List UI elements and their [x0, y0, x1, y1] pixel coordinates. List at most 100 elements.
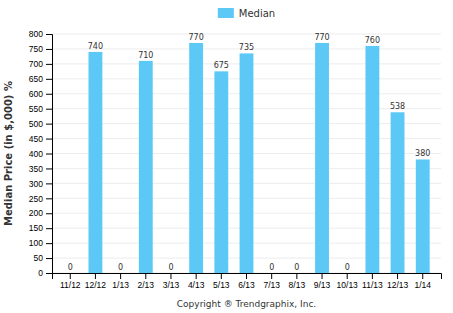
- y-tick-label: 700: [29, 59, 43, 69]
- y-tick: 800: [29, 29, 52, 39]
- data-label: 538: [390, 102, 405, 111]
- y-tick: 100: [29, 238, 52, 248]
- bar: [214, 71, 228, 273]
- y-tick-label: 400: [29, 149, 43, 159]
- x-tick-mark: [296, 273, 297, 279]
- x-tick: 9/13: [314, 273, 331, 290]
- data-label: 0: [269, 263, 274, 272]
- x-tick-label: 1/13: [112, 280, 129, 290]
- x-tick-mark: [246, 273, 247, 279]
- x-tick: 1/14: [414, 273, 431, 290]
- x-tick-label: 1/14: [414, 280, 431, 290]
- x-axis: 11/12 12/12 1/13 2/13 3/13 4/13 5/13 6/13 7/13 8/…: [53, 273, 442, 290]
- x-tick-label: 3/13: [163, 280, 180, 290]
- y-tick-label: 500: [29, 119, 43, 129]
- data-label: 380: [415, 149, 430, 158]
- y-tick-label: 650: [29, 74, 43, 84]
- bar: [240, 53, 254, 273]
- data-label: 675: [214, 61, 229, 70]
- data-label: 770: [314, 33, 329, 42]
- y-tick-label: 300: [29, 179, 43, 189]
- data-label: 0: [345, 263, 350, 272]
- y-tick: 300: [29, 179, 52, 189]
- y-tick: 450: [29, 134, 52, 144]
- x-tick: 4/13: [188, 273, 205, 290]
- y-tick-mark: [46, 213, 52, 214]
- x-tick-label: 5/13: [213, 280, 230, 290]
- bar: [189, 43, 203, 273]
- y-axis: 0501001502002503003504004505005506006507…: [29, 29, 53, 278]
- y-tick: 550: [29, 104, 52, 114]
- x-tick-mark: [322, 273, 323, 279]
- y-tick-mark: [46, 64, 52, 65]
- x-tick-label: 2/13: [138, 280, 155, 290]
- x-tick-label: 10/13: [337, 280, 359, 290]
- x-tick: 3/13: [163, 273, 180, 290]
- x-tick-mark: [70, 273, 71, 279]
- legend: Median: [218, 8, 275, 19]
- x-tick-label: 4/13: [188, 280, 205, 290]
- x-tick-mark: [120, 273, 121, 279]
- x-tick: 5/13: [213, 273, 230, 290]
- y-tick: 250: [29, 194, 52, 204]
- bar: [290, 273, 304, 274]
- bar: [265, 273, 279, 274]
- y-tick-mark: [46, 273, 52, 274]
- x-tick-label: 11/12: [60, 280, 81, 290]
- y-tick-label: 450: [29, 134, 43, 144]
- x-tick-mark: [422, 273, 423, 279]
- y-tick-mark: [46, 258, 52, 259]
- y-tick-label: 100: [29, 238, 43, 248]
- x-tick-label: 6/13: [238, 280, 255, 290]
- chart: 07400710077067573500770076053838011/1212…: [0, 0, 453, 313]
- bar: [365, 46, 379, 273]
- y-tick: 650: [29, 74, 52, 84]
- x-tick: 7/13: [263, 273, 280, 290]
- y-tick: 600: [29, 89, 52, 99]
- x-tick: 11/12: [60, 273, 81, 290]
- y-tick: 150: [29, 223, 52, 233]
- y-tick-label: 150: [29, 223, 43, 233]
- y-tick-mark: [46, 198, 52, 199]
- data-label: 770: [189, 33, 204, 42]
- legend-swatch: [218, 8, 234, 18]
- bar: [139, 61, 153, 273]
- data-labels: 074007100770675735007700760538380: [68, 33, 431, 272]
- y-tick-mark: [46, 183, 52, 184]
- y-tick-label: 350: [29, 164, 43, 174]
- x-tick-label: 9/13: [314, 280, 331, 290]
- bar: [340, 273, 354, 274]
- y-tick: 350: [29, 164, 52, 174]
- data-label: 740: [88, 42, 103, 51]
- legend-item: Median: [218, 8, 275, 19]
- x-tick-mark: [95, 273, 96, 279]
- data-label: 735: [239, 43, 254, 52]
- grid: [52, 34, 441, 273]
- y-tick-mark: [46, 228, 52, 229]
- x-tick-label: 8/13: [289, 280, 306, 290]
- y-tick: 400: [29, 149, 52, 159]
- bar: [391, 112, 405, 273]
- x-tick-mark: [145, 273, 146, 279]
- y-tick-mark: [46, 49, 52, 50]
- x-tick: 8/13: [289, 273, 306, 290]
- x-tick: 2/13: [138, 273, 155, 290]
- data-label: 760: [365, 36, 380, 45]
- x-tick: 12/12: [85, 273, 107, 290]
- bar: [416, 159, 430, 273]
- bar: [89, 52, 103, 273]
- plot: 07400710077067573500770076053838011/1212…: [29, 29, 442, 290]
- bar: [114, 273, 128, 274]
- y-axis-line: [46, 35, 53, 274]
- y-tick-label: 800: [29, 29, 43, 39]
- y-tick-label: 550: [29, 104, 43, 114]
- x-tick: 10/13: [337, 273, 359, 290]
- x-tick-mark: [221, 273, 222, 279]
- x-tick-label: 12/13: [387, 280, 409, 290]
- x-axis-line: [53, 274, 442, 280]
- y-tick-mark: [46, 154, 52, 155]
- x-tick-mark: [397, 273, 398, 279]
- x-tick: 12/13: [387, 273, 409, 290]
- y-tick-label: 200: [29, 208, 43, 218]
- x-tick-mark: [271, 273, 272, 279]
